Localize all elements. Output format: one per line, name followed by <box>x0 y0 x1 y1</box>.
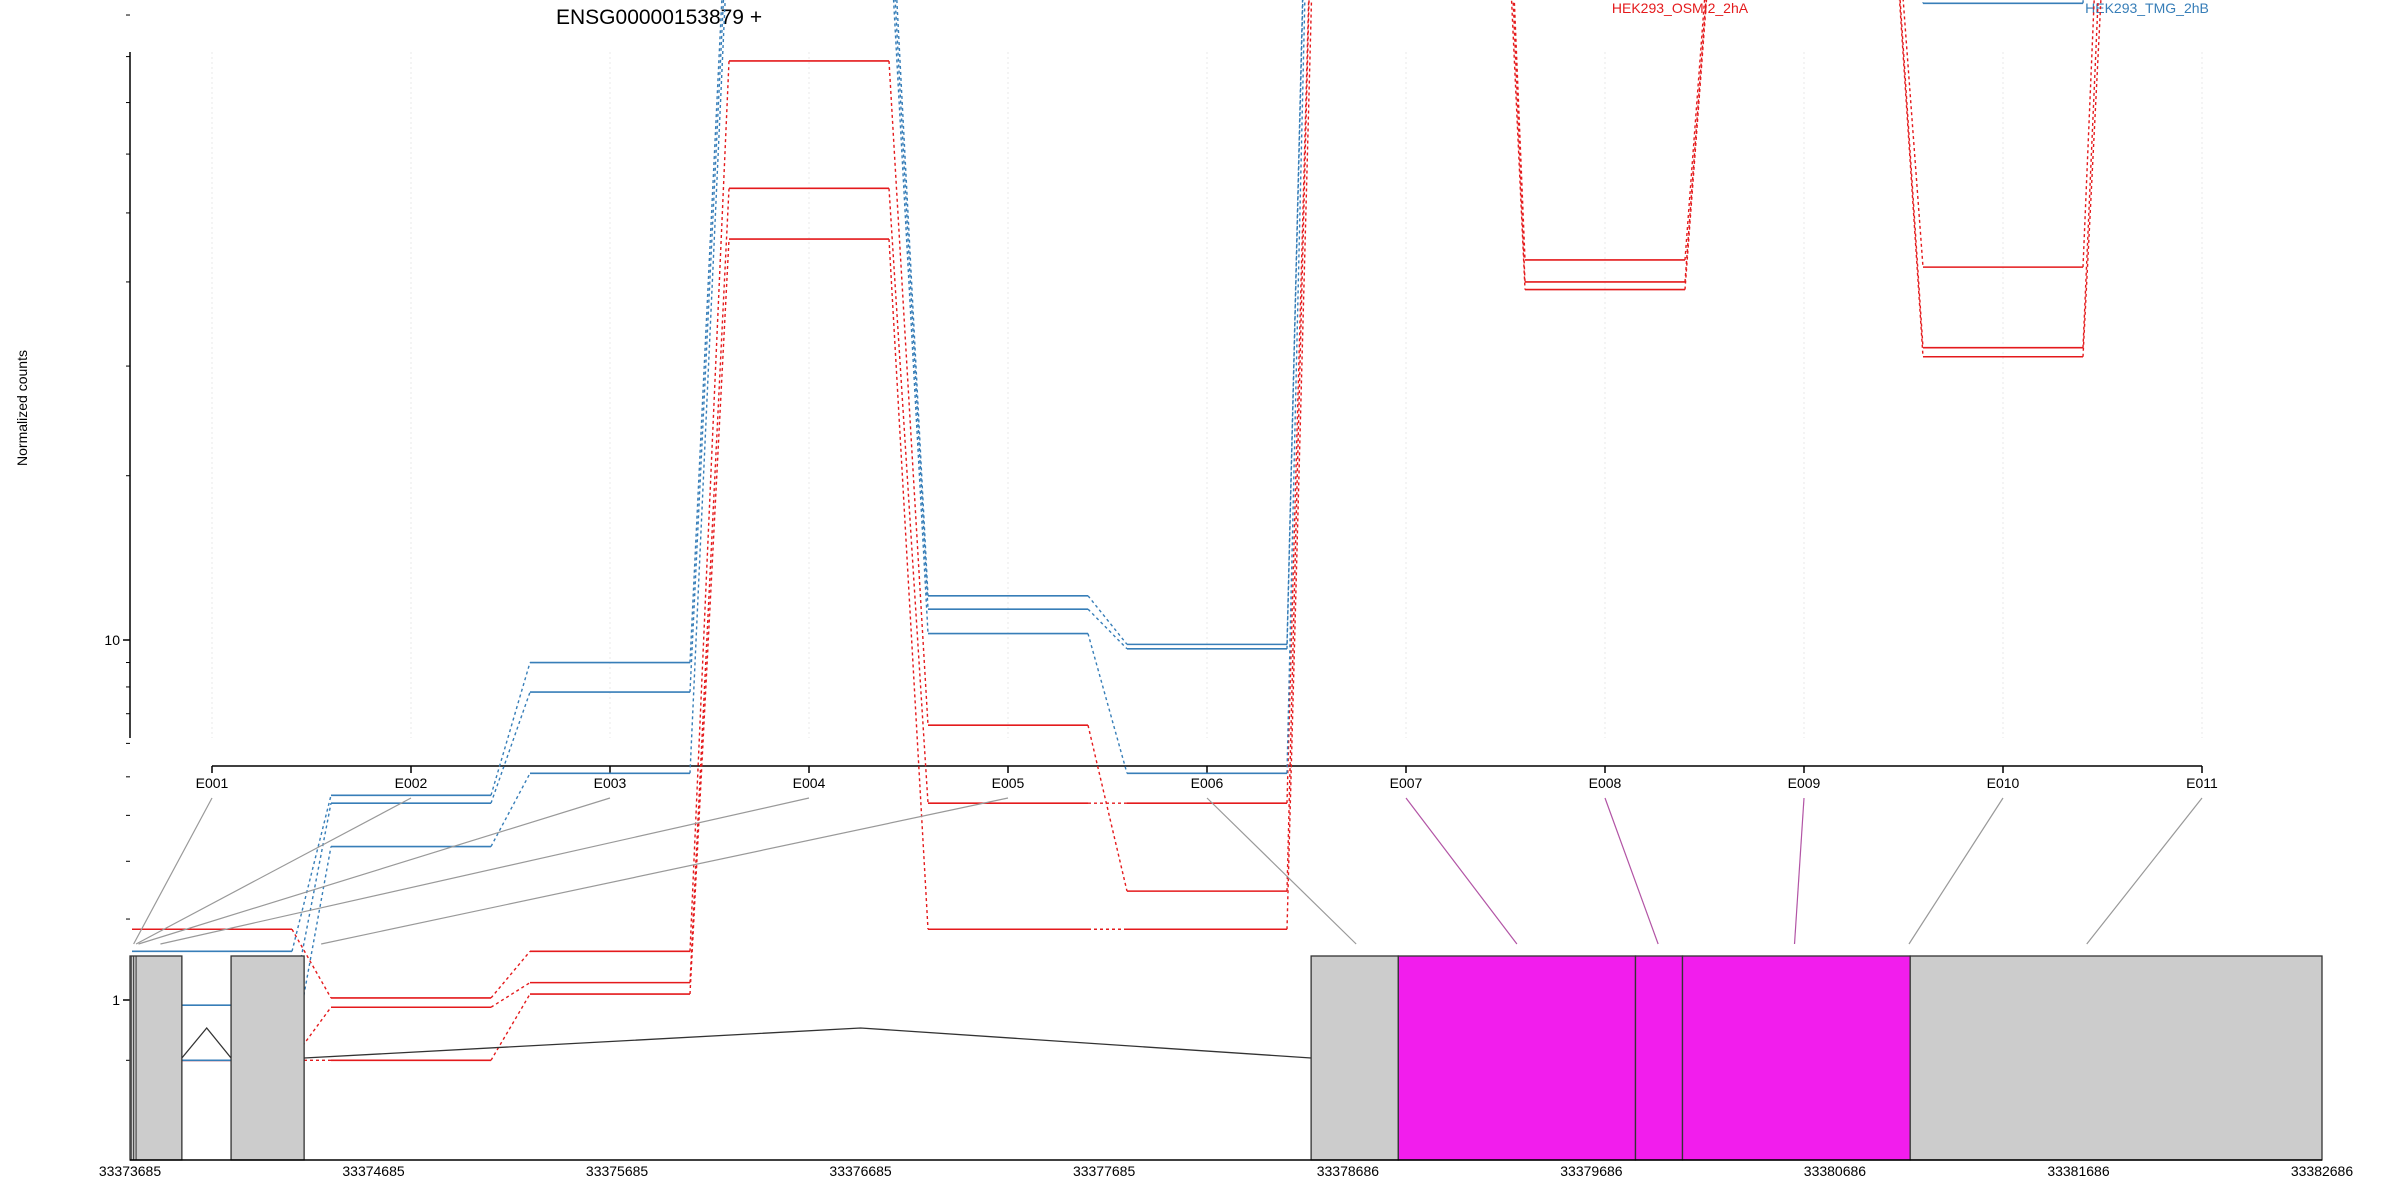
series-connector <box>894 0 929 610</box>
bin-link-e009 <box>1793 797 1805 945</box>
series-connector <box>689 188 730 983</box>
series-connector <box>888 188 929 804</box>
exon-box <box>1909 955 2323 1161</box>
series-6 <box>132 0 2084 1062</box>
y-tick-label: 10 <box>104 632 120 648</box>
exon-box <box>129 955 183 1161</box>
x-tick-label-e009: E009 <box>1788 775 1821 791</box>
intron-line <box>304 1027 1312 1059</box>
series-connector <box>1087 608 1128 650</box>
series-connector <box>1286 0 1313 930</box>
series-connector <box>1684 0 1707 282</box>
bin-link-e011 <box>2086 797 2203 945</box>
genomic-tick-label: 33381686 <box>2047 1163 2110 1179</box>
series-2 <box>132 0 2099 1062</box>
series-connector <box>2082 0 2102 357</box>
x-tick-label-e006: E006 <box>1191 775 1224 791</box>
series-connector <box>1512 0 1526 282</box>
bin-link-e002 <box>135 797 412 945</box>
bin-to-gene-links <box>133 797 2203 945</box>
series-connector <box>1087 595 1128 645</box>
series-connector <box>490 691 531 804</box>
series-1 <box>132 0 2095 999</box>
y-tick-label: 1 <box>112 992 120 1008</box>
series-connector <box>1286 0 1310 892</box>
series-connector <box>888 60 929 726</box>
chart-title: ENSG00000153879 + <box>556 6 762 29</box>
x-tick-label-e002: E002 <box>395 775 428 791</box>
x-tick-label-e001: E001 <box>196 775 229 791</box>
bin-link-e007 <box>1405 797 1518 945</box>
genomic-tick-label: 33382686 <box>2291 1163 2354 1179</box>
x-tick-label-e011: E011 <box>2186 775 2218 791</box>
series-lines <box>132 0 2102 1062</box>
bin-link-e005 <box>321 797 1009 945</box>
series-connector <box>490 993 531 1061</box>
series-connector <box>1087 633 1128 774</box>
series-connector <box>291 795 332 952</box>
series-connector <box>291 928 332 999</box>
series-connector <box>490 982 531 1008</box>
series-connector <box>689 60 730 952</box>
x-axis: E001 E002 E003 E004 E005 E006 E007 E008 E009 E010… <box>196 765 2218 791</box>
gene-model <box>129 955 2323 1161</box>
bin-link-e010 <box>1908 797 2004 945</box>
series-3 <box>132 0 2102 1062</box>
genomic-tick-label: 33377685 <box>1073 1163 1136 1179</box>
series-connector <box>1286 0 1304 649</box>
intron-line <box>181 1026 232 1059</box>
genomic-tick-label: 33380686 <box>1804 1163 1867 1179</box>
genomic-tick-label: 33373685 <box>99 1163 162 1179</box>
x-tick-label-e005: E005 <box>992 775 1025 791</box>
genomic-tick-label: 33375685 <box>586 1163 649 1179</box>
bin-link-e006 <box>1206 797 1357 945</box>
series-connector <box>1684 0 1706 260</box>
exon-box <box>1397 955 1637 1161</box>
bin-link-e001 <box>133 797 213 945</box>
series-connector <box>2082 0 2099 348</box>
genomic-tick-label: 33376685 <box>829 1163 892 1179</box>
y-axis: 1101001000 <box>104 14 131 1061</box>
genomic-tick-label: 33378686 <box>1317 1163 1380 1179</box>
series-connector <box>888 239 929 930</box>
vertical-grid <box>211 52 2203 738</box>
series-connector <box>1087 725 1128 892</box>
series-connector <box>490 662 531 796</box>
genomic-coordinate-axis: 33373685 33374685 33375685 33376685 33377685… <box>99 1159 2354 1179</box>
series-connector <box>291 803 332 1006</box>
y-axis-label: Normalized counts <box>14 350 30 466</box>
series-connector <box>1902 0 1924 268</box>
series-connector <box>490 772 531 847</box>
x-tick-label-e008: E008 <box>1589 775 1622 791</box>
series-connector <box>291 1006 332 1061</box>
legend-series-tmg: HEK293_TMG_2hB <box>2085 0 2209 16</box>
series-connector <box>1684 0 1708 290</box>
x-tick-label-e004: E004 <box>793 775 826 791</box>
exon-box <box>1310 955 1399 1161</box>
x-tick-label-e007: E007 <box>1390 775 1423 791</box>
series-connector <box>1898 0 1924 357</box>
bin-link-e003 <box>138 797 611 945</box>
series-connector <box>896 0 929 596</box>
genomic-tick-label: 33379686 <box>1560 1163 1623 1179</box>
series-connector <box>689 0 723 663</box>
series-connector <box>1286 0 1310 804</box>
series-connector <box>490 950 531 999</box>
series-connector <box>689 0 725 693</box>
x-tick-label-e010: E010 <box>1987 775 2020 791</box>
series-5 <box>132 0 1304 1006</box>
genomic-tick-label: 33374685 <box>342 1163 405 1179</box>
series-4 <box>132 0 1304 953</box>
series-connector <box>892 0 929 634</box>
series-connector <box>689 0 726 774</box>
exon-box <box>1634 955 1684 1161</box>
bin-link-e004 <box>160 797 810 945</box>
exon-box <box>230 955 305 1161</box>
bin-link-e008 <box>1604 797 1659 945</box>
legend-series-osmi: HEK293_OSMI2_2hA <box>1612 0 1749 16</box>
exon-box <box>1681 955 1911 1161</box>
x-tick-label-e003: E003 <box>594 775 627 791</box>
series-connector <box>1510 0 1526 290</box>
